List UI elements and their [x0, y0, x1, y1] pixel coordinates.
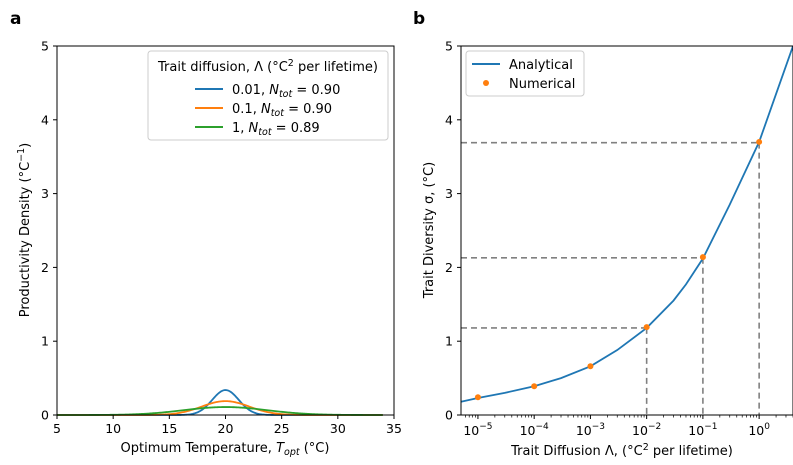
panel-a-legend-frame — [147, 50, 389, 141]
panel-b-chart: 10−5 10−4 10−3 10−2 10−1 100 0 1 2 3 4 5 Trait Dif… — [422, 39, 793, 459]
y-tick-label: 4 — [445, 112, 453, 127]
y-tick-label: 2 — [445, 260, 453, 275]
x-tick-label: 5 — [53, 421, 61, 436]
series-line-lambda-0.01 — [57, 389, 383, 416]
x-tick-label: 15 — [161, 421, 177, 436]
panel-b-y-ticks: 0 1 2 3 4 5 — [445, 39, 461, 423]
y-tick-label: 3 — [445, 186, 453, 201]
panel-a-x-axis-label: Optimum Temperature, Topt (°C) — [121, 441, 330, 458]
panel-a-y-axis-label: Productivity Density (°C−1) — [16, 143, 33, 318]
panel-a-chart: 5 10 15 20 25 30 35 0 1 2 3 4 5 Optimum Temperature… — [16, 39, 402, 459]
panel-a-legend: Trait diffusion, Λ (°C2 per lifetime) 0.… — [147, 50, 389, 141]
y-tick-label: 0 — [41, 408, 49, 423]
x-tick-label: 10 — [105, 421, 121, 436]
series-line-lambda-1 — [57, 406, 383, 416]
x-tick-label: 10−1 — [688, 422, 717, 438]
panel-b-series-group — [460, 45, 793, 403]
panel-b-legend-frame — [465, 50, 585, 97]
series-line-lambda-0.1 — [57, 400, 383, 416]
legend-swatch-numerical — [483, 80, 489, 86]
panel-b-x-axis-label: Trait Diffusion Λ, (°C2 per lifetime) — [510, 442, 733, 459]
legend-entry-lambda-1: 1, Ntot = 0.89 — [232, 121, 320, 138]
x-tick-label: 35 — [386, 421, 402, 436]
y-tick-label: 5 — [41, 39, 49, 54]
x-tick-label: 100 — [748, 422, 770, 438]
numerical-point — [587, 363, 594, 370]
numerical-point — [531, 383, 538, 390]
x-tick-label: 10−4 — [520, 422, 549, 438]
x-tick-label: 10−5 — [463, 422, 492, 438]
panel-b-x-ticks: 10−5 10−4 10−3 10−2 10−1 100 — [463, 415, 793, 438]
y-tick-label: 2 — [41, 260, 49, 275]
numerical-point — [474, 394, 481, 401]
panel-a-label: a — [10, 9, 21, 29]
x-tick-label: 10−2 — [632, 422, 661, 438]
panel-b-axes-frame — [460, 45, 793, 416]
series-line-analytical — [460, 45, 793, 403]
legend-entry-analytical: Analytical — [509, 58, 573, 73]
x-tick-label: 30 — [330, 421, 346, 436]
panel-a-legend-title: Trait diffusion, Λ (°C2 per lifetime) — [157, 58, 378, 75]
x-tick-label: 20 — [218, 421, 234, 436]
y-tick-label: 1 — [41, 334, 49, 349]
x-tick-label: 10−3 — [576, 422, 605, 438]
y-tick-label: 5 — [445, 39, 453, 54]
panel-a-series-group — [57, 389, 383, 416]
y-tick-label: 3 — [41, 186, 49, 201]
x-tick-label: 25 — [274, 421, 290, 436]
panel-a-y-ticks: 0 1 2 3 4 5 — [41, 39, 57, 423]
panel-b-legend: Analytical Numerical — [465, 50, 585, 97]
numerical-point — [756, 138, 763, 145]
numerical-point — [699, 254, 706, 261]
legend-entry-lambda-0.01: 0.01, Ntot = 0.90 — [232, 83, 340, 100]
numerical-point — [643, 324, 650, 331]
y-tick-label: 1 — [445, 334, 453, 349]
y-tick-label: 0 — [445, 408, 453, 423]
y-tick-label: 4 — [41, 112, 49, 127]
panel-a-x-ticks: 5 10 15 20 25 30 35 — [53, 415, 402, 436]
legend-entry-lambda-0.1: 0.1, Ntot = 0.90 — [232, 102, 332, 119]
panel-b-y-axis-label: Trait Diversity σ, (°C) — [422, 162, 437, 299]
panel-b-reference-lines — [461, 141, 760, 415]
legend-entry-numerical: Numerical — [509, 77, 575, 92]
panel-b-label: b — [413, 9, 425, 29]
